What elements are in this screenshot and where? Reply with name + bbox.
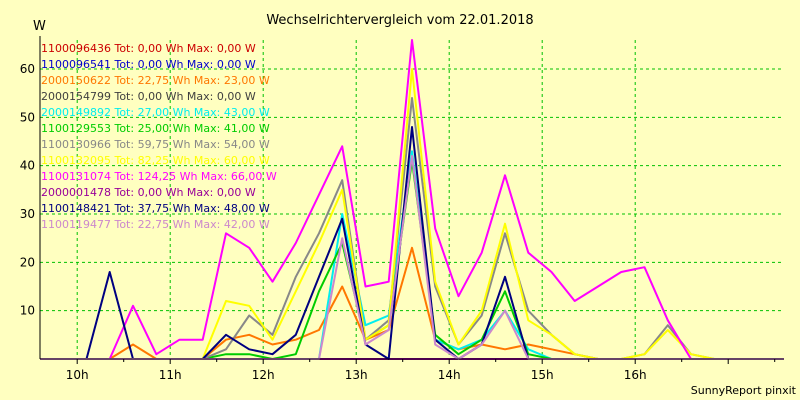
- y-tick-label: 60: [20, 62, 35, 76]
- legend-entry-2000154799: 2000154799 Tot: 0,00 Wh Max: 0,00 W: [41, 90, 256, 103]
- x-tick-label: 10h: [66, 368, 89, 382]
- legend-entry-2000149892: 2000149892 Tot: 27,00 Wh Max: 43,00 W: [41, 106, 270, 119]
- y-axis-label: W: [33, 19, 46, 34]
- legend-entry-1100130966: 1100130966 Tot: 59,75 Wh Max: 54,00 W: [41, 138, 270, 151]
- legend-entry-2000150622: 2000150622 Tot: 22,75 Wh Max: 23,00 W: [41, 74, 270, 87]
- x-tick-label: 11h: [159, 368, 182, 382]
- chart-title: Wechselrichtervergleich vom 22.01.2018: [266, 13, 533, 28]
- x-tick-label: 16h: [624, 368, 647, 382]
- y-tick-label: 40: [20, 159, 35, 173]
- footer-credit: SunnyReport pinxit: [691, 384, 797, 397]
- x-tick-label: 12h: [252, 368, 275, 382]
- legend-entry-1100132095: 1100132095 Tot: 82,25 Wh Max: 60,00 W: [41, 154, 270, 167]
- legend-entry-2000001478: 2000001478 Tot: 0,00 Wh Max: 0,00 W: [41, 186, 256, 199]
- x-tick-label: 14h: [438, 368, 461, 382]
- y-tick-label: 50: [20, 110, 35, 124]
- legend: 1100096436 Tot: 0,00 Wh Max: 0,00 W 11000…: [41, 42, 277, 231]
- axes: 10 20 30 40 50 60 10h 11h 12h 13h 14h 15h 16h: [20, 36, 784, 382]
- legend-entry-1100119477: 1100119477 Tot: 22,75 Wh Max: 42,00 W: [41, 218, 270, 231]
- legend-entry-1100096541: 1100096541 Tot: 0,00 Wh Max: 0,00 W: [41, 58, 256, 71]
- y-tick-label: 30: [20, 207, 35, 221]
- y-tick-label: 20: [20, 255, 35, 269]
- y-tick-label: 10: [20, 304, 35, 318]
- series-line-1100131074: [40, 39, 784, 360]
- x-tick-label: 15h: [531, 368, 554, 382]
- legend-entry-1100129553: 1100129553 Tot: 25,00 Wh Max: 41,00 W: [41, 122, 270, 135]
- legend-entry-1100096436: 1100096436 Tot: 0,00 Wh Max: 0,00 W: [41, 42, 256, 55]
- legend-entry-1100148421: 1100148421 Tot: 37,75 Wh Max: 48,00 W: [41, 202, 270, 215]
- x-tick-label: 13h: [345, 368, 368, 382]
- legend-entry-1100131074: 1100131074 Tot: 124,25 Wh Max: 66,00 W: [41, 170, 277, 183]
